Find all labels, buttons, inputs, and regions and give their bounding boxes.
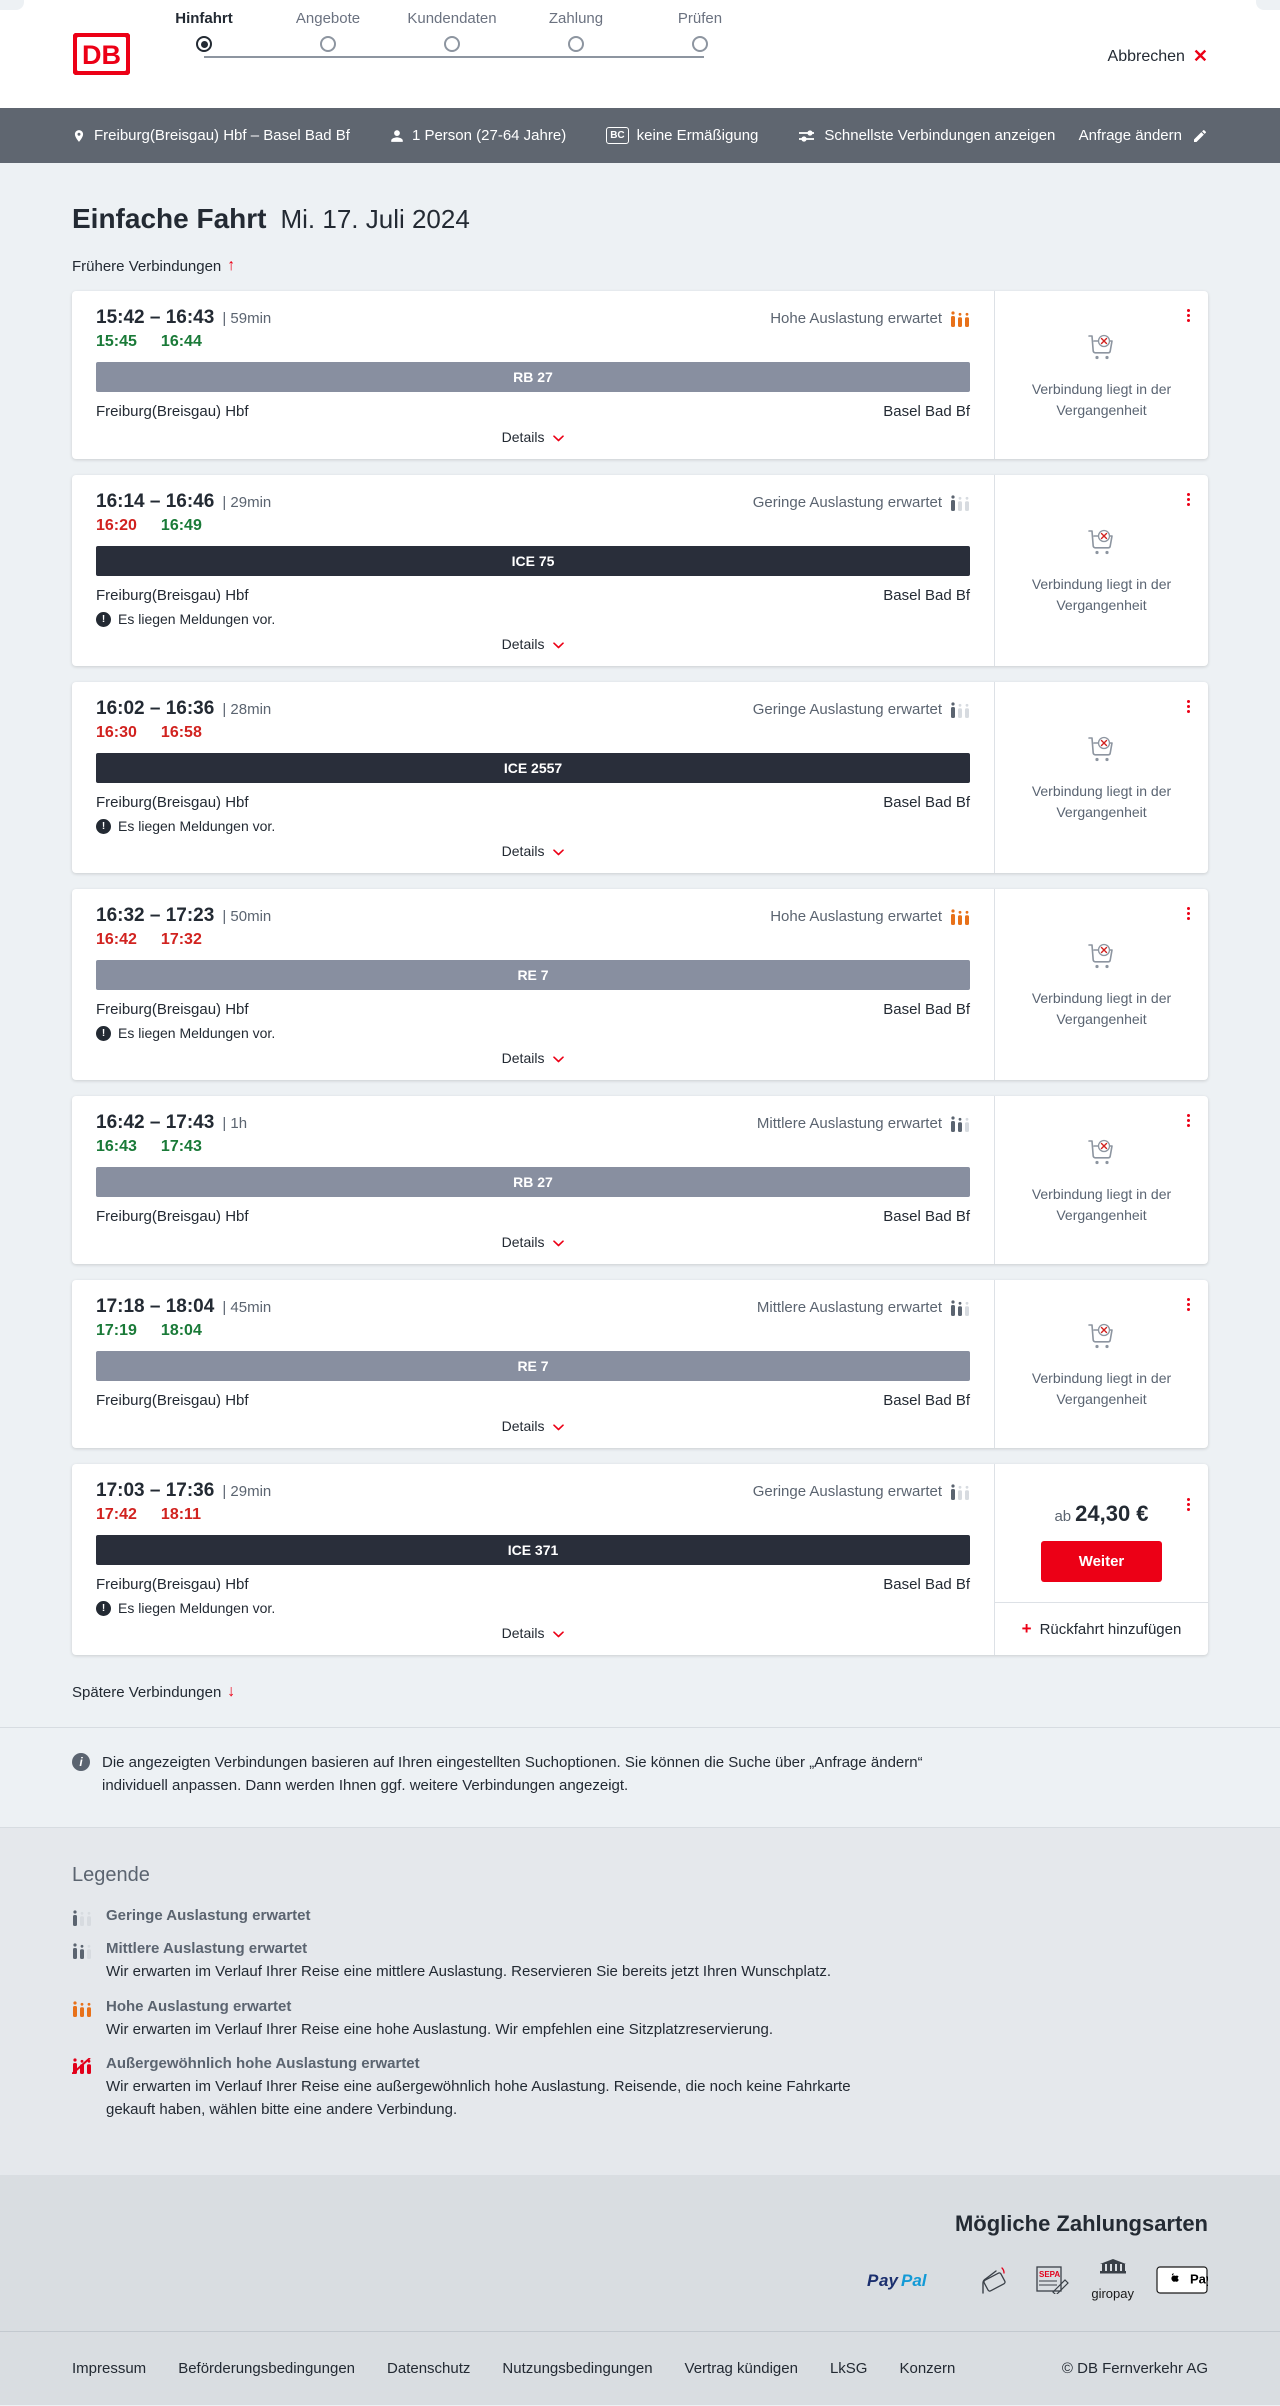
- svg-text:Pay: Pay: [1190, 2272, 1208, 2287]
- svg-text:P: P: [867, 2271, 879, 2290]
- svg-text:DB: DB: [82, 40, 121, 70]
- svg-text:ay: ay: [879, 2271, 899, 2290]
- svg-text:Pal: Pal: [901, 2271, 928, 2290]
- svg-text:SEPA: SEPA: [1039, 2270, 1060, 2279]
